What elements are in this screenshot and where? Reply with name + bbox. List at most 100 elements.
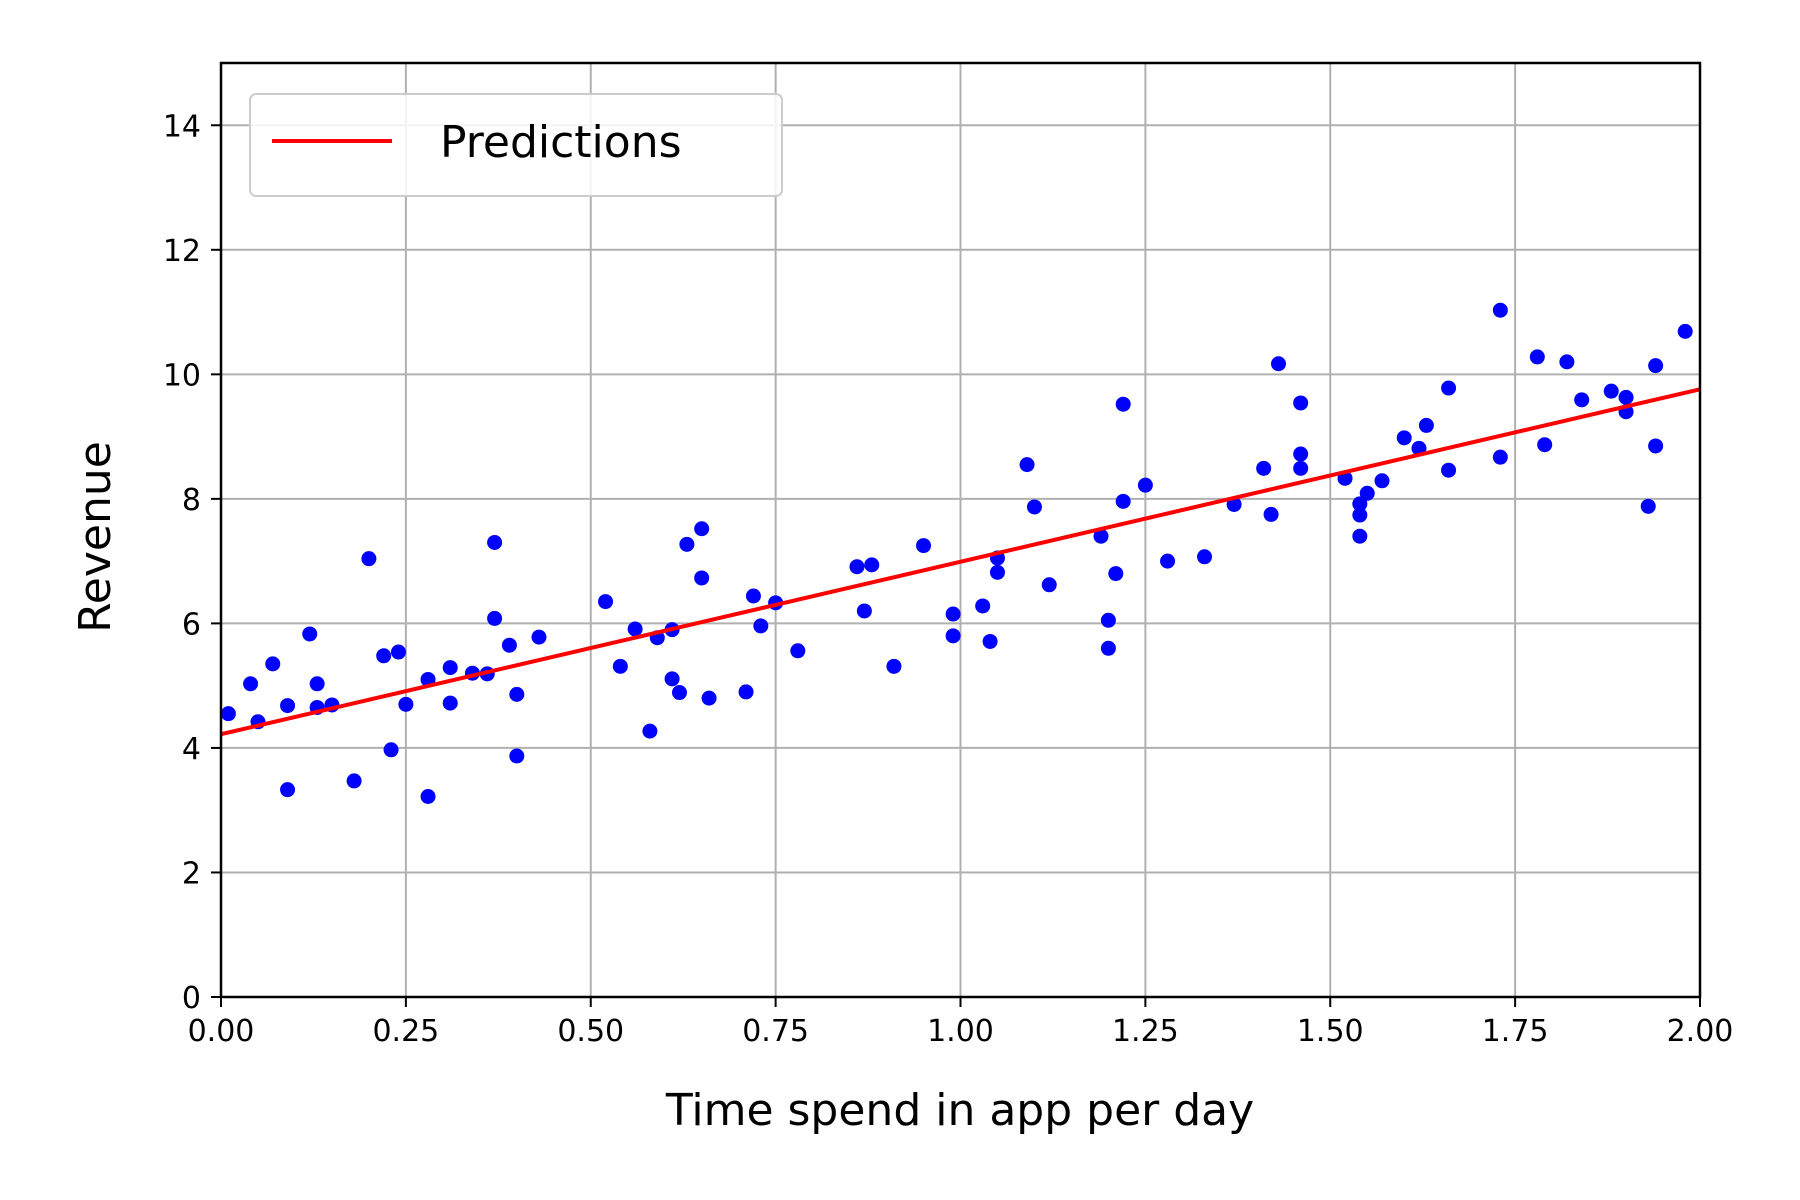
data-point (383, 742, 399, 758)
data-point (598, 594, 614, 610)
data-point (420, 789, 436, 805)
data-point (864, 557, 880, 573)
data-point (302, 626, 318, 642)
x-tick-label: 1.00 (927, 1014, 994, 1049)
legend: Predictions (249, 93, 783, 197)
data-point (679, 536, 695, 552)
data-point (701, 690, 717, 706)
data-point (243, 676, 259, 692)
data-point (1108, 566, 1124, 582)
gridlines (220, 63, 1701, 998)
data-point (509, 686, 525, 702)
data-point (1293, 460, 1309, 476)
data-point (1374, 473, 1390, 489)
data-point (487, 610, 503, 626)
data-point (280, 782, 296, 798)
x-tick-label: 1.25 (1112, 1014, 1179, 1049)
x-tick-label: 1.75 (1482, 1014, 1549, 1049)
data-point (1529, 349, 1545, 365)
data-point (1640, 498, 1656, 514)
data-point (916, 538, 932, 554)
data-point (531, 629, 547, 645)
y-tick-label: 2 (182, 856, 201, 891)
data-point (945, 606, 961, 622)
data-point (1618, 389, 1634, 405)
legend-box (249, 93, 783, 197)
data-point (1352, 507, 1368, 523)
data-point (376, 648, 392, 664)
data-point (442, 695, 458, 711)
data-point (1093, 528, 1109, 544)
data-point (1441, 380, 1457, 396)
data-point (1100, 640, 1116, 656)
data-point (501, 637, 517, 653)
data-point (1492, 302, 1508, 318)
data-point (1019, 457, 1035, 473)
predictions-line (220, 387, 1701, 737)
x-tick-label: 0.50 (557, 1014, 624, 1049)
data-point (1100, 612, 1116, 628)
plot-area (220, 302, 1701, 805)
data-point (1263, 506, 1279, 522)
data-point (1418, 417, 1434, 433)
data-point (1677, 323, 1693, 339)
x-tick-label: 0.75 (742, 1014, 809, 1049)
data-point (1648, 438, 1664, 454)
data-point (753, 618, 769, 634)
data-point (1352, 496, 1368, 512)
data-point (1041, 577, 1057, 593)
data-point (346, 773, 362, 789)
y-tick-label: 0 (182, 981, 201, 1016)
data-point (442, 660, 458, 676)
data-point (265, 656, 281, 672)
data-point (945, 628, 961, 644)
data-point (1492, 449, 1508, 465)
data-point (671, 685, 687, 701)
data-point (390, 644, 406, 660)
data-point (849, 559, 865, 575)
x-axis-label: Time spend in app per day (665, 1085, 1254, 1136)
x-tick-label: 2.00 (1667, 1014, 1734, 1049)
data-point (1441, 462, 1457, 478)
data-point (509, 748, 525, 764)
data-point (1197, 549, 1213, 565)
data-point (1270, 356, 1286, 372)
data-point (1537, 437, 1553, 453)
data-point (694, 521, 710, 537)
x-tick-label: 0.25 (372, 1014, 439, 1049)
y-tick-label: 6 (182, 607, 201, 642)
data-point (856, 603, 872, 619)
data-point (886, 658, 902, 674)
data-point (1026, 499, 1042, 515)
data-point (975, 598, 991, 614)
data-point (1160, 553, 1176, 569)
y-tick-label: 8 (182, 483, 201, 518)
data-point (1115, 396, 1131, 412)
data-point (1559, 354, 1575, 370)
legend-label: Predictions (440, 117, 682, 168)
data-point (1137, 477, 1153, 493)
data-point (664, 671, 680, 687)
data-point (790, 643, 806, 659)
data-point (738, 684, 754, 700)
data-point (642, 723, 658, 739)
data-point (1359, 485, 1375, 501)
data-point (1603, 383, 1619, 399)
y-tick-label: 12 (163, 234, 201, 269)
data-point (1352, 528, 1368, 544)
data-point (1293, 395, 1309, 411)
y-axis-label: Revenue (70, 441, 121, 633)
data-point (280, 698, 296, 714)
data-point (989, 564, 1005, 580)
data-point (694, 570, 710, 586)
data-point (487, 534, 503, 550)
data-point (1256, 460, 1272, 476)
data-point (309, 676, 325, 692)
y-tick-label: 14 (163, 109, 201, 144)
data-point (361, 551, 377, 567)
data-point (627, 621, 643, 637)
data-point (1574, 392, 1590, 408)
y-tick-label: 10 (163, 358, 201, 393)
